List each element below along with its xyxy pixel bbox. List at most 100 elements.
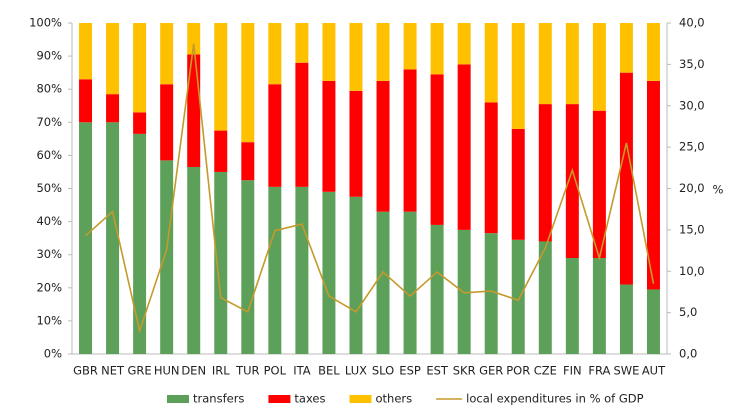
bar-segment [619, 23, 633, 73]
bar-segment [538, 241, 552, 354]
x-tick-label: GER [479, 364, 503, 378]
bar-segment [646, 289, 660, 354]
bar-segment [106, 94, 120, 123]
y-tick-label: 100% [29, 16, 62, 30]
bar-segment [538, 104, 552, 242]
bar-segment [430, 23, 444, 75]
bar-segment [106, 23, 120, 95]
y-tick-label: 20% [36, 280, 62, 294]
y2-tick-label: 5,0 [679, 305, 697, 319]
bar-segment [403, 23, 417, 70]
y-tick-label: 80% [36, 82, 62, 96]
bar-segment [295, 23, 309, 63]
x-tick-label: EST [426, 364, 449, 378]
line [84, 43, 655, 334]
bar-segment [79, 79, 93, 123]
bar-segment [565, 104, 579, 259]
y-tick-label: 60% [36, 148, 62, 162]
bar-segment [349, 23, 363, 91]
bar-segment [79, 122, 93, 354]
y2-tick-label: 25,0 [679, 140, 705, 154]
x-tick-label: ESP [399, 364, 421, 378]
legend-label: others [376, 392, 413, 406]
y2-tick-label: 20,0 [679, 181, 705, 195]
legend-swatch [167, 395, 189, 403]
x-tick-label: CZE [534, 364, 557, 378]
bar-segment [241, 142, 255, 181]
x-tick-label: ITA [293, 364, 311, 378]
bar-segment [592, 110, 606, 259]
bar-segment [484, 23, 498, 103]
legend-label: taxes [294, 392, 325, 406]
bar-segment [619, 72, 633, 285]
bar-segment [376, 80, 390, 212]
x-tick-label: SWE [613, 364, 639, 378]
x-tick-label: GRE [128, 364, 152, 378]
bar-segment [430, 224, 444, 354]
bar-segment [457, 23, 471, 65]
bar-segment [133, 112, 147, 134]
bar-segment [403, 211, 417, 354]
x-tick-label: AUT [642, 364, 666, 378]
x-tick-label: LUX [345, 364, 367, 378]
bar-segment [646, 80, 660, 290]
bar-segment [187, 166, 201, 354]
bar-segment [133, 133, 147, 354]
bar-segment [160, 23, 174, 85]
bar-segment [592, 23, 606, 111]
bar-segment [241, 180, 255, 354]
bar-segment [214, 23, 228, 131]
bar-segment [511, 128, 525, 240]
y-tick-label: 0% [44, 347, 62, 361]
bar-segment [160, 84, 174, 161]
y2-tick-label: 15,0 [679, 222, 705, 236]
bar-segment [214, 171, 228, 354]
x-tick-label: SKR [453, 364, 476, 378]
y-tick-label: 70% [36, 115, 62, 129]
bar-segment [511, 239, 525, 354]
x-tick-label: GBR [73, 364, 98, 378]
legend-swatch [268, 395, 291, 403]
bar-segment [268, 23, 282, 85]
x-tick-label: FRA [588, 364, 610, 378]
bar-segment [79, 23, 93, 80]
bar-segment [349, 196, 363, 354]
x-tick-label: NET [101, 364, 125, 378]
x-tick-label: DEN [181, 364, 206, 378]
y-tick-label: 50% [36, 181, 62, 195]
y-tick-label: 40% [36, 214, 62, 228]
bar-segment [322, 23, 336, 81]
bar-segment [106, 122, 120, 354]
bar-segment [457, 64, 471, 230]
bar-segment [565, 23, 579, 105]
x-tick-label: POR [506, 364, 530, 378]
bar-segment [322, 80, 336, 192]
bar-segment [646, 23, 660, 81]
y2-tick-label: 0,0 [679, 347, 697, 361]
x-tick-label: POL [264, 364, 287, 378]
bar-segment [484, 102, 498, 234]
y-tick-label: 10% [36, 313, 62, 327]
y2-tick-label: 30,0 [679, 98, 705, 112]
y2-tick-label: 40,0 [679, 16, 705, 30]
bar-segment [376, 211, 390, 354]
legend-label: transfers [193, 392, 244, 406]
bar-segment [133, 23, 147, 113]
y2-tick-label: 35,0 [679, 57, 705, 71]
y2-tick-label: 10,0 [679, 264, 705, 278]
x-tick-label: IRL [212, 364, 230, 378]
bar-segment [268, 84, 282, 187]
y-tick-label: 90% [36, 49, 62, 63]
y-tick-label: 30% [36, 247, 62, 261]
bar-segment [241, 23, 255, 143]
bar-segment [295, 62, 309, 187]
bar-segment [592, 258, 606, 354]
x-tick-label: SLO [372, 364, 394, 378]
bar-segment [619, 284, 633, 354]
bar-segment [268, 186, 282, 354]
x-tick-label: HUN [154, 364, 180, 378]
bar-segment [295, 186, 309, 354]
bar-segment [187, 54, 201, 167]
bar-segment [214, 130, 228, 172]
